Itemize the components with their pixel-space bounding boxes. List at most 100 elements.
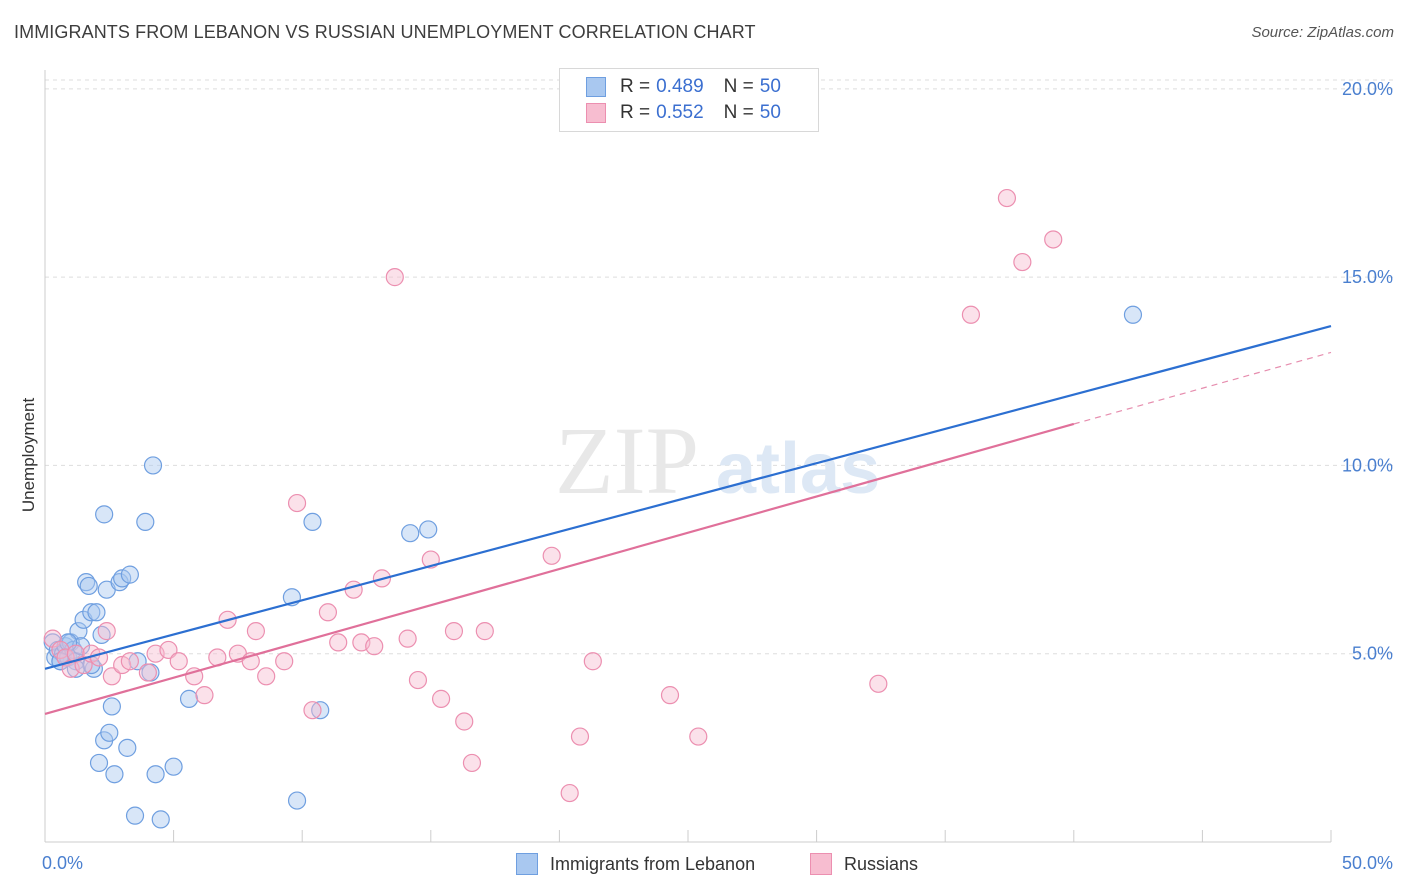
data-point bbox=[100, 723, 119, 742]
axes bbox=[44, 70, 1332, 843]
watermark: ZIP atlas bbox=[555, 407, 880, 514]
data-point bbox=[95, 505, 114, 524]
data-point bbox=[97, 622, 116, 641]
legend-row-lebanon: R = 0.489 N = 50 bbox=[586, 74, 781, 100]
data-point bbox=[143, 456, 163, 475]
bottom-legend-russians: Russians bbox=[810, 852, 918, 876]
trend-line-russians bbox=[44, 422, 1075, 716]
x-tick-label: 0.0% bbox=[42, 853, 83, 873]
trend-line-lebanon bbox=[44, 325, 1332, 670]
data-point bbox=[151, 810, 170, 829]
chart-title: IMMIGRANTS FROM LEBANON VS RUSSIAN UNEMP… bbox=[14, 22, 756, 42]
data-point bbox=[660, 686, 680, 705]
data-point bbox=[87, 603, 106, 622]
data-point bbox=[869, 674, 888, 693]
trend-lines bbox=[44, 325, 1332, 716]
bottom-legend-swatch-blue bbox=[516, 853, 538, 875]
correlation-legend: R = 0.489 N = 50 R = 0.552 N = 50 bbox=[559, 68, 819, 132]
tick-labels: 5.0% 10.0% 15.0% 20.0% 0.0% 50.0% bbox=[42, 79, 1393, 873]
data-point bbox=[120, 652, 139, 671]
data-point bbox=[128, 652, 147, 671]
bottom-legend-label-russians: Russians bbox=[844, 853, 919, 874]
data-point bbox=[583, 652, 602, 671]
data-point bbox=[179, 689, 199, 708]
data-point bbox=[542, 546, 561, 565]
legend-n-label: N = bbox=[723, 102, 754, 123]
bottom-legend-swatch-pink bbox=[810, 853, 832, 875]
data-point bbox=[287, 493, 307, 513]
data-point bbox=[89, 753, 109, 773]
data-point bbox=[431, 689, 451, 708]
data-point bbox=[365, 637, 384, 656]
data-point bbox=[136, 512, 155, 532]
data-point bbox=[102, 697, 121, 716]
data-point bbox=[1044, 230, 1063, 249]
trend-line-russians-extension bbox=[1073, 351, 1332, 425]
data-point bbox=[125, 806, 145, 825]
data-point bbox=[118, 738, 137, 757]
legend-row-russians: R = 0.552 N = 50 bbox=[586, 100, 781, 126]
data-point bbox=[303, 512, 322, 532]
data-point bbox=[311, 701, 330, 720]
data-point bbox=[570, 727, 590, 746]
data-point bbox=[318, 603, 338, 622]
data-point bbox=[82, 603, 101, 622]
legend-n-label: N = bbox=[723, 76, 754, 97]
data-point bbox=[961, 305, 981, 324]
data-point bbox=[689, 727, 708, 746]
data-point bbox=[69, 622, 88, 641]
y-tick-label: 10.0% bbox=[1342, 455, 1393, 475]
data-point bbox=[398, 629, 417, 648]
data-point bbox=[138, 663, 157, 682]
data-point bbox=[89, 648, 109, 667]
data-point bbox=[246, 622, 266, 641]
legend-r-label: R = bbox=[620, 102, 651, 123]
x-tick-label: 50.0% bbox=[1342, 853, 1393, 873]
data-point bbox=[419, 520, 438, 539]
grid-lines bbox=[45, 79, 1395, 655]
legend-r-label: R = bbox=[620, 76, 651, 97]
data-point bbox=[1123, 305, 1143, 324]
y-tick-label: 15.0% bbox=[1342, 267, 1393, 287]
y-axis-label: Unemployment bbox=[19, 398, 38, 513]
data-point bbox=[105, 765, 124, 784]
watermark-zip: ZIP bbox=[555, 407, 699, 514]
bottom-legend-lebanon: Immigrants from Lebanon bbox=[516, 852, 755, 876]
y-tick-label: 5.0% bbox=[1352, 644, 1393, 664]
data-point bbox=[120, 565, 139, 584]
data-point bbox=[195, 686, 214, 705]
legend-swatch-blue bbox=[586, 77, 606, 97]
data-point bbox=[344, 580, 363, 599]
legend-n-value: 50 bbox=[759, 102, 781, 123]
legend-swatch-pink bbox=[586, 103, 606, 123]
source-label: Source: ZipAtlas.com bbox=[1251, 24, 1394, 41]
data-point bbox=[462, 753, 482, 773]
series-russians-points bbox=[43, 188, 1063, 803]
data-point bbox=[303, 701, 322, 720]
data-point bbox=[79, 576, 98, 596]
data-point bbox=[401, 524, 420, 543]
legend-r-value: 0.489 bbox=[656, 76, 704, 97]
data-point bbox=[997, 188, 1017, 208]
data-point bbox=[102, 667, 121, 686]
series-lebanon-points bbox=[43, 305, 1143, 829]
legend-r-value: 0.552 bbox=[656, 102, 704, 123]
data-point bbox=[164, 757, 183, 776]
data-point bbox=[408, 670, 428, 690]
data-point bbox=[1013, 252, 1032, 272]
data-point bbox=[275, 652, 294, 671]
data-point bbox=[560, 783, 579, 803]
data-point bbox=[455, 712, 474, 731]
bottom-legend-label-lebanon: Immigrants from Lebanon bbox=[550, 853, 756, 874]
data-point bbox=[385, 268, 404, 287]
data-point bbox=[287, 791, 307, 810]
data-point bbox=[475, 622, 494, 641]
data-point bbox=[169, 652, 188, 671]
data-point bbox=[444, 622, 464, 641]
y-tick-label: 20.0% bbox=[1342, 79, 1393, 99]
data-point bbox=[329, 633, 348, 652]
data-point bbox=[257, 667, 276, 686]
data-point bbox=[159, 640, 178, 660]
legend-n-value: 50 bbox=[759, 76, 781, 97]
